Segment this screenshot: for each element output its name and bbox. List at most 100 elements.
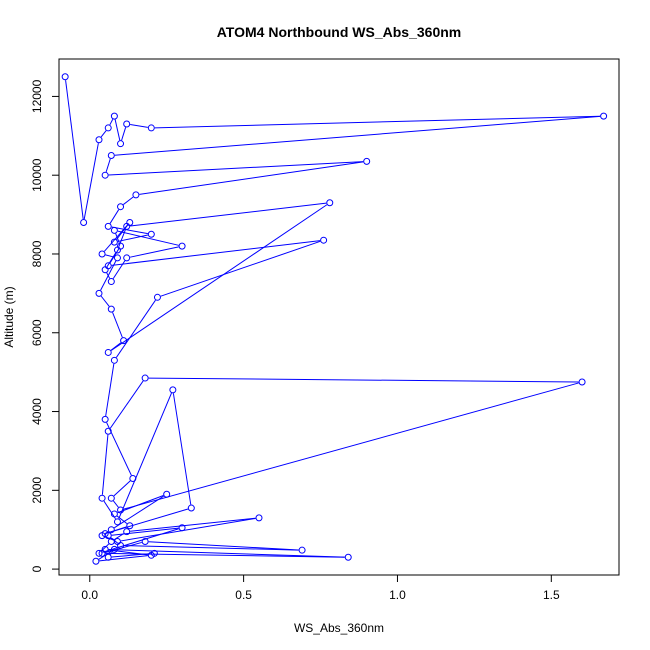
series-line-segment: [117, 234, 148, 242]
data-point: [104, 262, 112, 270]
data-point: [117, 140, 125, 148]
series-line-segment: [105, 254, 115, 258]
series-line-segment: [100, 295, 110, 307]
data-point: [344, 553, 352, 561]
series-line-segment: [130, 517, 256, 532]
series-line-segment: [113, 500, 119, 508]
series-line-segment: [123, 196, 134, 205]
data-point: [104, 532, 112, 540]
series-line-segment: [111, 226, 148, 235]
data-point: [110, 510, 118, 518]
data-point: [141, 374, 149, 382]
series-line-segment: [139, 161, 364, 195]
data-point: [117, 242, 125, 250]
data-point: [104, 553, 112, 561]
series-line-segment: [160, 240, 321, 297]
series-line-segment: [108, 161, 364, 176]
series-line-segment: [101, 434, 109, 495]
data-point: [107, 278, 115, 286]
series-line-segment: [117, 230, 179, 246]
data-point: [129, 474, 137, 482]
series-line-segment: [109, 248, 120, 264]
data-point: [255, 514, 263, 522]
data-point: [113, 518, 121, 526]
data-point: [150, 549, 158, 557]
series-line-segment: [109, 118, 114, 126]
series-line-segment: [109, 551, 113, 555]
data-point: [123, 254, 131, 262]
data-point: [110, 226, 118, 234]
data-point: [123, 120, 131, 128]
data-point: [95, 549, 103, 557]
series-line-segment: [116, 515, 128, 525]
series-line-segment: [113, 480, 131, 497]
y-tick-label: 2000: [30, 477, 44, 504]
data-point: [126, 522, 134, 530]
data-point: [107, 538, 115, 546]
series-line-segment: [108, 549, 345, 558]
series-line-segment: [105, 158, 111, 173]
series-line-segment: [120, 517, 256, 542]
data-point: [92, 557, 100, 565]
data-point: [110, 545, 118, 553]
series-line-segment: [148, 541, 299, 551]
series-line-segment: [103, 500, 116, 520]
data-point: [98, 494, 106, 502]
data-point: [120, 337, 128, 345]
series-line-segment: [109, 380, 144, 429]
y-tick-label: 4000: [30, 398, 44, 425]
data-point: [326, 199, 334, 207]
y-tick-label: 0: [30, 565, 44, 572]
data-point: [110, 112, 118, 120]
x-tick-label: 0.5: [235, 588, 252, 602]
data-point: [141, 538, 149, 546]
data-point: [107, 152, 115, 160]
series-line-segment: [104, 224, 128, 252]
data-point: [578, 378, 586, 386]
data-point: [117, 541, 125, 549]
data-point: [320, 236, 328, 244]
data-point: [104, 427, 112, 435]
series-line-segment: [105, 363, 115, 417]
series-line-segment: [106, 272, 111, 279]
data-point: [147, 124, 155, 132]
series-line-segment: [114, 119, 121, 141]
data-point: [178, 524, 186, 532]
data-point: [107, 526, 115, 534]
series-line-segment: [111, 527, 179, 536]
series-line-segment: [113, 495, 165, 529]
x-axis-label: WS_Abs_360nm: [294, 621, 384, 635]
data-series: [61, 73, 608, 565]
series-line-segment: [172, 393, 192, 505]
data-point: [110, 238, 118, 246]
data-point: [104, 222, 112, 230]
data-point: [61, 73, 69, 81]
series-line-segment: [117, 495, 164, 514]
series-line-segment: [130, 124, 148, 128]
y-tick-label: 10000: [30, 158, 44, 192]
series-line-segment: [65, 80, 84, 220]
data-point: [107, 305, 115, 313]
series-line-segment: [100, 130, 107, 138]
data-point: [123, 222, 131, 230]
series-line-segment: [111, 553, 151, 558]
series-line-segment: [110, 204, 328, 351]
data-point: [117, 203, 125, 211]
data-point: [178, 242, 186, 250]
series-line-segment: [111, 240, 321, 266]
series-line-segment: [115, 299, 156, 358]
series-line-segment: [148, 377, 579, 383]
y-tick-label: 12000: [30, 79, 44, 113]
data-point: [153, 293, 161, 301]
data-point: [123, 528, 131, 536]
series-line-segment: [124, 545, 299, 551]
series-line-segment: [121, 127, 127, 141]
y-axis-label: Altitude (m): [2, 286, 16, 347]
data-point: [298, 546, 306, 554]
data-point: [101, 545, 109, 553]
data-point: [95, 289, 103, 297]
data-point: [104, 348, 112, 356]
x-tick-label: 1.5: [543, 588, 560, 602]
